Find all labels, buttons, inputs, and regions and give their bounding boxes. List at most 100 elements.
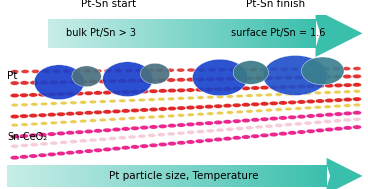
- Circle shape: [304, 75, 312, 79]
- Circle shape: [50, 102, 57, 105]
- Bar: [82, 19, 83, 48]
- Bar: [248, 165, 249, 187]
- Bar: [214, 19, 215, 48]
- Circle shape: [131, 126, 139, 130]
- Bar: [279, 165, 280, 187]
- Ellipse shape: [263, 55, 328, 95]
- Bar: [182, 165, 183, 187]
- Circle shape: [314, 106, 322, 109]
- Bar: [171, 165, 172, 187]
- Bar: [143, 19, 144, 48]
- Circle shape: [255, 94, 263, 97]
- Circle shape: [241, 135, 250, 139]
- Circle shape: [226, 95, 233, 98]
- Circle shape: [59, 80, 68, 84]
- Bar: [37, 165, 38, 187]
- Bar: [158, 165, 159, 187]
- Circle shape: [177, 88, 186, 92]
- Circle shape: [333, 119, 342, 123]
- Text: Pt particle size, Temperature: Pt particle size, Temperature: [109, 171, 259, 181]
- Bar: [290, 165, 291, 187]
- Circle shape: [353, 97, 361, 101]
- Circle shape: [69, 140, 77, 143]
- Bar: [285, 19, 286, 48]
- Circle shape: [325, 98, 334, 103]
- Bar: [105, 165, 106, 187]
- Circle shape: [260, 86, 269, 90]
- Bar: [305, 19, 306, 48]
- Circle shape: [285, 92, 292, 96]
- Bar: [32, 165, 33, 187]
- Ellipse shape: [34, 65, 84, 100]
- Circle shape: [73, 69, 81, 73]
- Circle shape: [167, 88, 176, 93]
- Circle shape: [304, 121, 312, 125]
- Bar: [48, 19, 49, 48]
- Bar: [146, 19, 147, 48]
- Bar: [51, 165, 52, 187]
- Bar: [167, 19, 168, 48]
- Circle shape: [197, 96, 204, 99]
- Circle shape: [288, 131, 297, 135]
- Bar: [135, 19, 136, 48]
- Bar: [129, 165, 130, 187]
- Bar: [224, 165, 226, 187]
- Circle shape: [10, 81, 19, 85]
- Circle shape: [84, 129, 93, 134]
- Circle shape: [239, 68, 247, 71]
- Bar: [46, 165, 47, 187]
- Bar: [245, 165, 246, 187]
- Bar: [140, 165, 141, 187]
- Bar: [57, 165, 59, 187]
- Bar: [253, 19, 254, 48]
- Circle shape: [57, 131, 66, 136]
- Bar: [169, 19, 170, 48]
- Circle shape: [158, 142, 167, 146]
- Circle shape: [322, 67, 330, 71]
- Bar: [245, 19, 246, 48]
- Circle shape: [83, 69, 91, 73]
- Bar: [89, 165, 91, 187]
- Bar: [178, 19, 179, 48]
- Bar: [124, 19, 125, 48]
- Bar: [74, 165, 75, 187]
- Circle shape: [158, 124, 167, 129]
- Circle shape: [275, 124, 283, 127]
- Bar: [204, 19, 205, 48]
- Bar: [95, 165, 96, 187]
- Text: surface Pt/Sn = 1.6: surface Pt/Sn = 1.6: [231, 28, 325, 38]
- Bar: [188, 19, 189, 48]
- Circle shape: [177, 97, 185, 100]
- Circle shape: [177, 123, 186, 127]
- Circle shape: [186, 140, 195, 144]
- Circle shape: [206, 129, 214, 133]
- Bar: [252, 165, 253, 187]
- Bar: [83, 19, 84, 48]
- Bar: [276, 165, 277, 187]
- Bar: [277, 19, 278, 48]
- Circle shape: [40, 102, 48, 106]
- Circle shape: [197, 112, 204, 116]
- Circle shape: [241, 86, 250, 90]
- Circle shape: [295, 107, 302, 110]
- Circle shape: [353, 125, 361, 129]
- Bar: [269, 165, 270, 187]
- Circle shape: [274, 76, 283, 80]
- Bar: [66, 165, 67, 187]
- Bar: [153, 19, 154, 48]
- Bar: [288, 165, 289, 187]
- Circle shape: [118, 99, 126, 102]
- Bar: [67, 19, 68, 48]
- Bar: [61, 165, 63, 187]
- Bar: [154, 19, 155, 48]
- Bar: [290, 19, 291, 48]
- Bar: [176, 19, 177, 48]
- Circle shape: [104, 69, 112, 73]
- Bar: [247, 19, 248, 48]
- Circle shape: [187, 130, 195, 134]
- Circle shape: [265, 124, 273, 128]
- Circle shape: [158, 115, 165, 118]
- Bar: [300, 165, 301, 187]
- Circle shape: [323, 120, 332, 123]
- Bar: [186, 165, 187, 187]
